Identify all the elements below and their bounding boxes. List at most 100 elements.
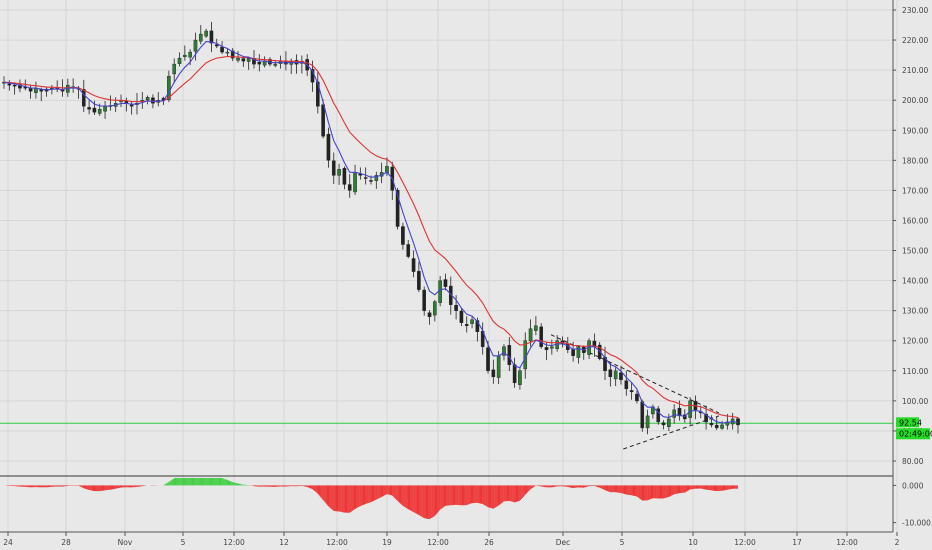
candle-body [544,347,549,350]
candle-body [395,189,400,227]
time-tick-label: 28 [61,538,71,547]
candle-body [704,413,708,423]
candle-body [236,57,240,61]
price-tick-label: 100.00 [902,397,928,406]
ema-fast-line [3,41,739,424]
price-tick-label: 160.00 [902,216,928,225]
candle-body [246,57,251,62]
price-tick-label: 200.00 [902,96,928,105]
candle-body [502,346,506,356]
candle-body [230,50,235,59]
time-tick-label: 26 [484,538,494,547]
candle-body [459,310,464,323]
candle-body [12,84,17,87]
time-tick-label: 10 [688,538,698,547]
price-tick-label: 180.00 [902,156,928,165]
price-tick-label: 120.00 [902,337,928,346]
price-tick-label: 220.00 [902,36,928,45]
candle-body [677,407,682,417]
candle-body [209,30,214,44]
candle-body [608,369,613,378]
price-tick-label: 190.00 [902,126,928,135]
candle-body [18,84,22,89]
time-tick-label: 12 [279,538,289,547]
candle-body [331,160,336,176]
price-tick-label: 230.00 [902,6,928,15]
candle-body [443,279,448,287]
candle-body [528,328,533,342]
bar-countdown-value: 02:49:00 [899,429,932,438]
candle-body [183,54,187,57]
candle-body [427,312,432,317]
oscillator-histogram [4,478,738,520]
candle-body [151,97,155,104]
time-tick-label: 12:00 [836,538,858,547]
osc-tick-label: -10.000 [902,519,931,528]
price-tick-label: 110.00 [902,367,928,376]
candle-body [422,289,426,311]
price-tick-label: 130.00 [902,307,928,316]
candle-body [257,61,262,65]
candle-body [518,370,522,385]
candle-body [406,244,411,257]
time-tick-label: 19 [382,538,392,547]
candle-body [172,63,177,75]
candle-body [225,51,230,54]
time-tick-label: 12:00 [223,538,245,547]
price-tick-label: 150.00 [902,247,928,256]
candle-body [613,370,618,380]
time-tick-label: Dec [556,538,571,547]
oscillator-axis: 0.000 -10.000 [893,481,931,528]
candle-body [661,422,666,426]
time-tick-label: 12:00 [734,538,756,547]
price-tick-label: 210.00 [902,66,928,75]
candle-body [475,320,480,332]
candle-body [624,380,629,390]
candle-body [576,346,581,358]
time-tick-label: 24 [3,538,13,547]
candle-body [369,180,373,182]
candle-body [7,83,12,86]
candle-body [571,349,575,356]
grid [0,0,898,532]
time-tick-label: 17 [792,538,802,547]
candle-body [220,46,224,53]
time-tick-label: Nov [118,538,133,547]
candle-body [241,58,246,62]
candle-body [167,75,171,101]
time-tick-label: 5 [620,538,625,547]
candle-body [438,280,442,303]
candle-body [401,226,405,245]
candle-body [103,106,107,112]
candle-body [204,30,208,37]
candle-body [619,372,623,381]
time-tick-label: 5 [181,538,186,547]
ema-slow-line [3,55,739,419]
candle-body [645,415,650,429]
candle-body [81,89,86,107]
candle-body [417,271,421,290]
candle-body [486,347,490,372]
candle-body [496,355,501,378]
candle-body [470,319,474,324]
triangle-lower-line [623,415,720,450]
candle-body [92,107,97,113]
price-tick-label: 170.00 [902,186,928,195]
candle-body [326,133,331,161]
bar-countdown-box [896,428,930,440]
candle-body [198,33,203,42]
price-tick-label: 80.00 [902,457,924,466]
candle-body [491,369,496,378]
last-price-label: 92.54 02:49:00 [896,417,932,440]
candle-body [374,175,379,181]
candle-body [629,390,634,393]
candle-body [688,400,692,418]
candle-body [635,393,639,402]
candle-body [145,96,150,101]
candle-body [454,304,458,311]
moving-averages [3,41,739,424]
candle-body [507,345,512,365]
candle-body [433,301,437,316]
